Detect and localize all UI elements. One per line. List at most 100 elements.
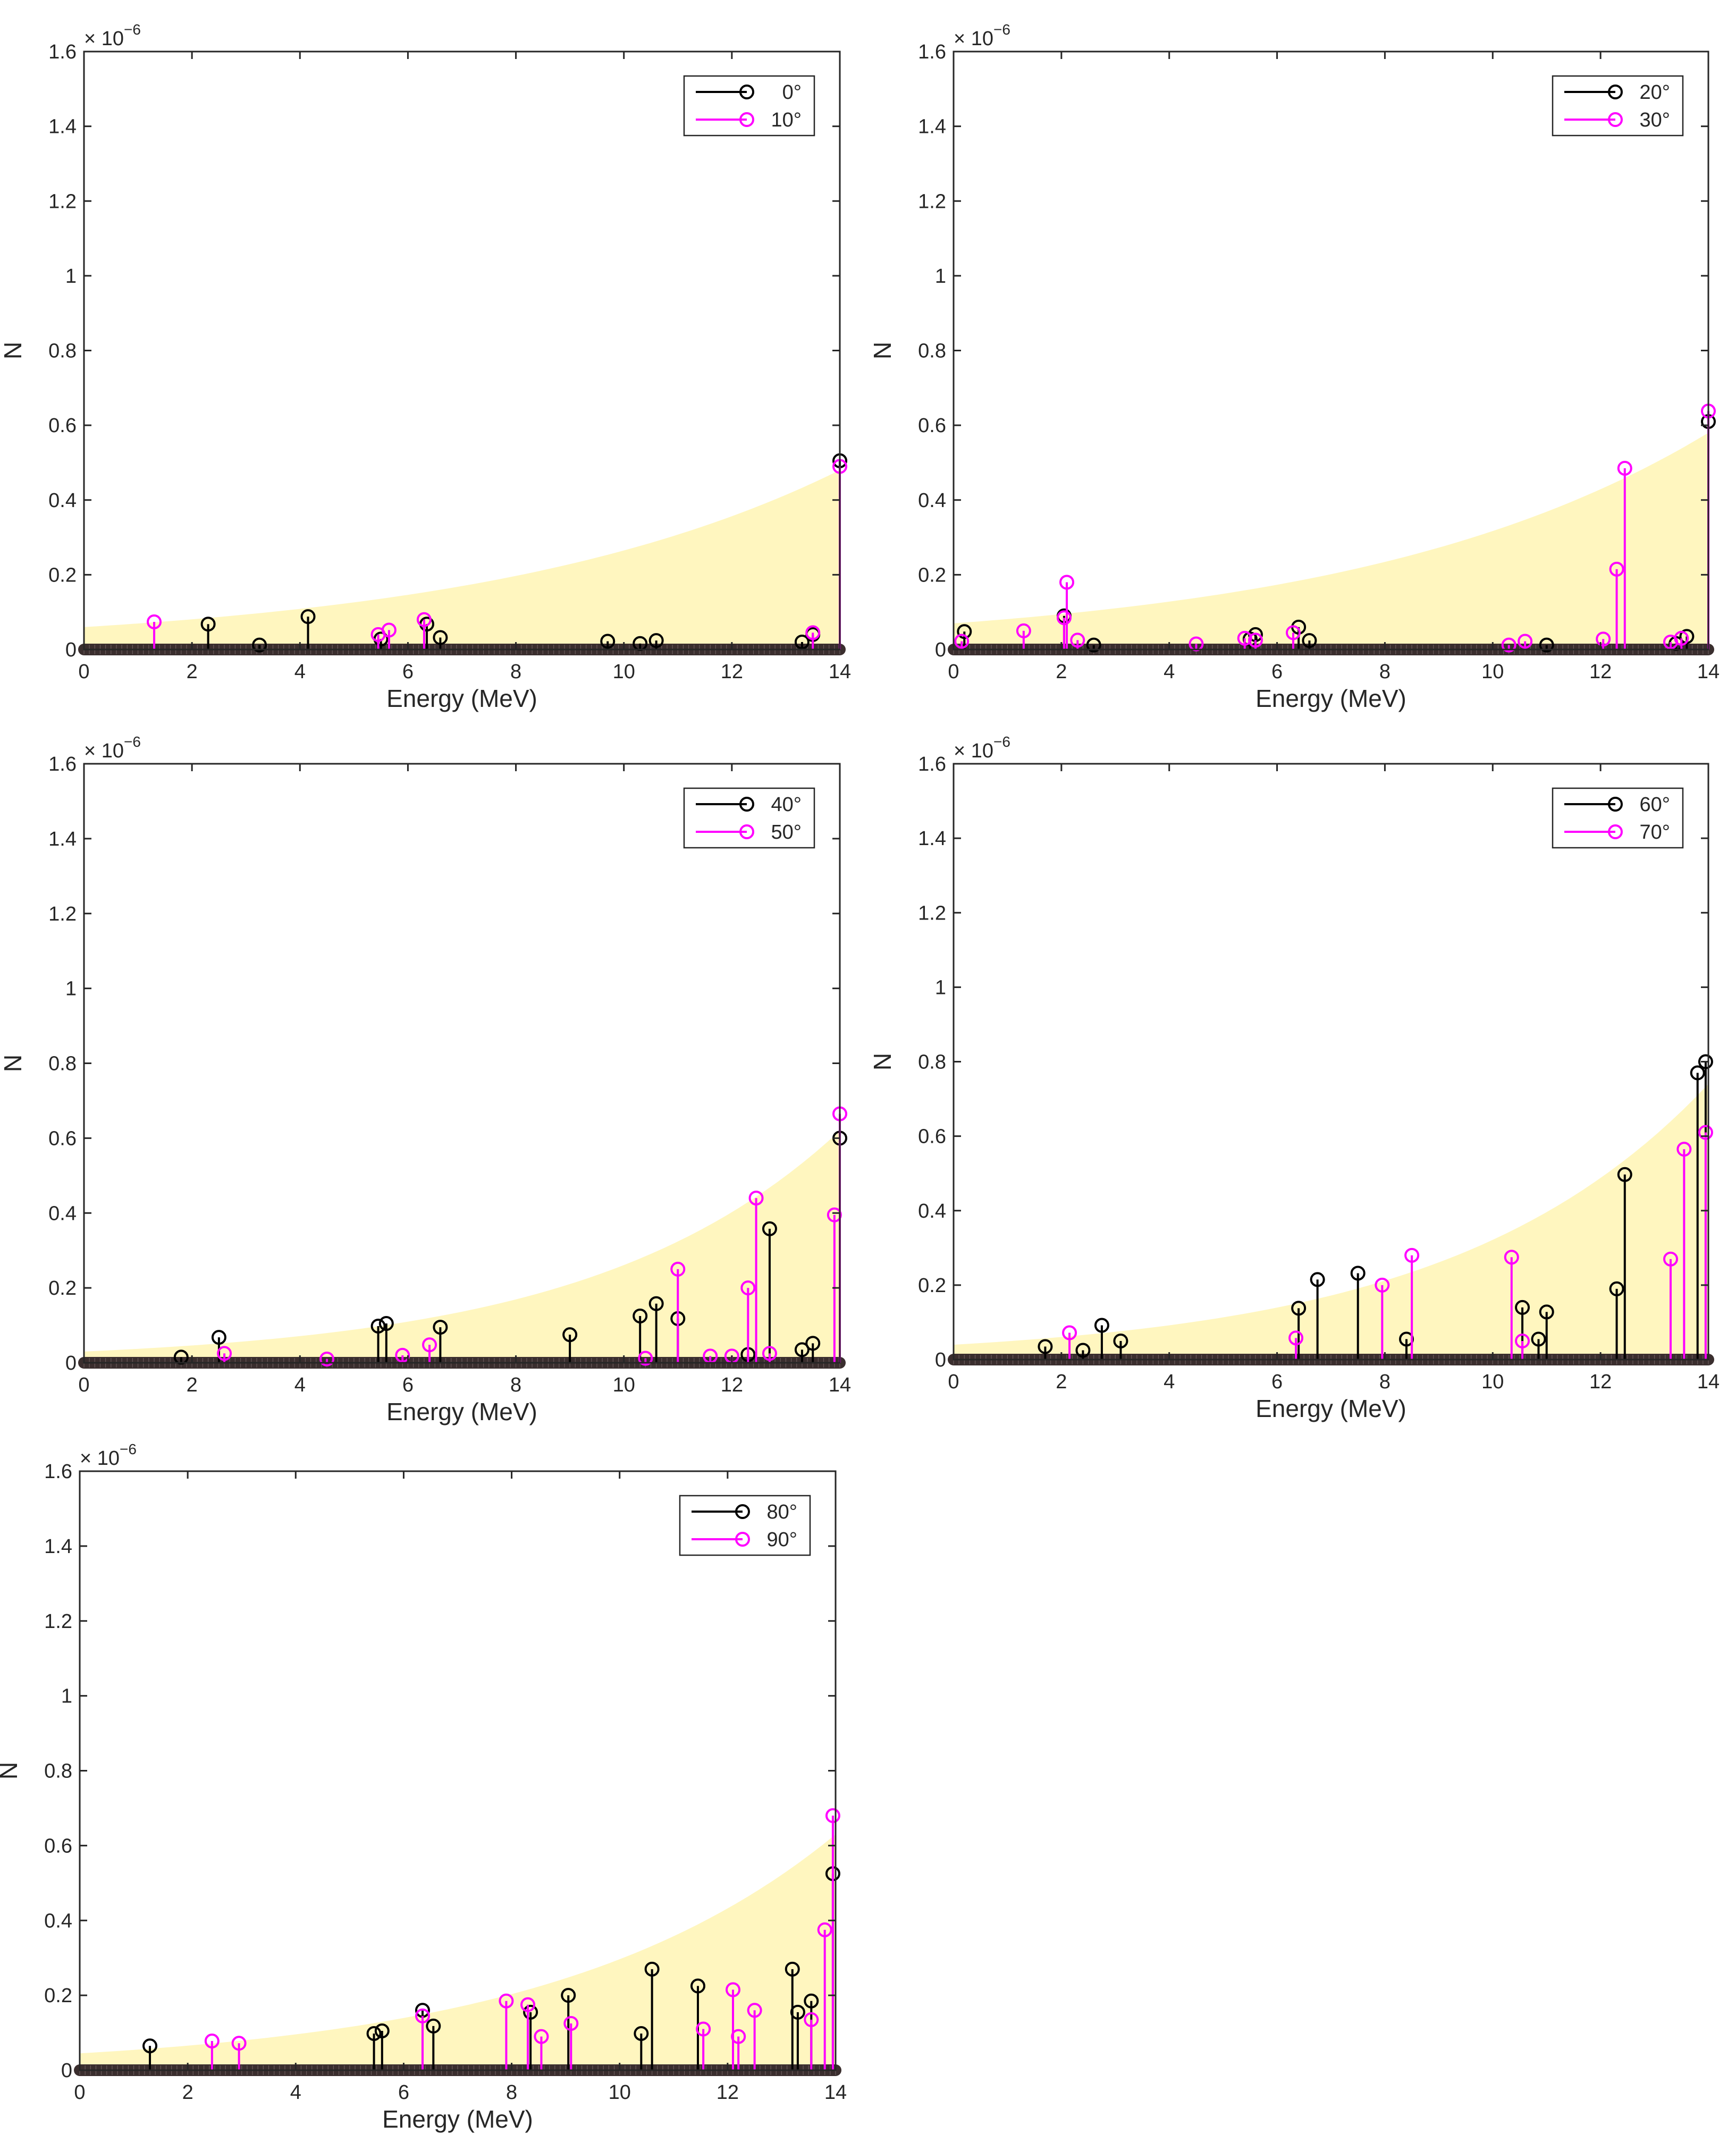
legend-label: 30°	[1640, 109, 1670, 131]
stem-marker	[638, 1351, 653, 1366]
x-tick-label: 4	[294, 661, 306, 683]
y-axis-label: N	[869, 1053, 896, 1070]
stem-marker	[374, 2023, 390, 2039]
stem-marker	[433, 1320, 448, 1335]
legend-marker	[735, 1532, 750, 1547]
stem-marker	[633, 1308, 648, 1323]
x-tick-label: 12	[1589, 1371, 1612, 1393]
y-tick-label: 0.2	[48, 1277, 77, 1300]
stem-marker	[1596, 631, 1611, 647]
y-tick-label: 0	[61, 2060, 72, 2082]
y-tick-label: 0.8	[48, 340, 77, 362]
y-tick-label: 1.4	[48, 828, 77, 850]
legend-marker	[739, 112, 754, 127]
envelope-band	[954, 1084, 1708, 1360]
stem-marker	[563, 2015, 579, 2031]
legend: 80°90°	[679, 1495, 811, 1556]
x-tick-label: 4	[1164, 661, 1175, 683]
stem-marker	[1515, 1333, 1530, 1348]
stem-marker	[1674, 630, 1689, 646]
stem-marker	[1501, 637, 1516, 653]
stem-marker	[381, 622, 397, 638]
stem-marker	[1539, 1304, 1554, 1320]
stem-marker	[1113, 1333, 1128, 1348]
stem-marker	[1698, 1054, 1713, 1069]
x-tick-label: 14	[829, 661, 851, 683]
legend-marker	[739, 824, 754, 839]
stem-marker	[534, 2029, 549, 2044]
x-tick-label: 6	[402, 661, 414, 683]
stem-marker	[1237, 630, 1252, 646]
chart-panel-2: 0 2 4 6 8 10 12 14 0 0.2 0.4 0.6 0.8 1 1.2 1.4 1.6 × 10−6…	[869, 21, 1720, 712]
stem-marker	[1617, 1167, 1632, 1182]
stem-marker	[644, 1961, 660, 1977]
x-tick-label: 14	[1697, 1371, 1720, 1393]
y-tick-label: 1.6	[918, 41, 946, 63]
stem-marker	[1310, 1272, 1325, 1287]
envelope-band	[80, 1834, 836, 2070]
stem-marker	[1609, 561, 1624, 577]
stem-marker	[785, 1961, 800, 1977]
legend-label: 40°	[771, 794, 802, 816]
envelope-band	[84, 470, 840, 649]
legend-marker	[1608, 797, 1623, 812]
stem-marker	[690, 1978, 705, 1994]
y-exponent-label: × 10−6	[80, 1441, 137, 1470]
y-tick-label: 0.6	[48, 1127, 77, 1150]
stem-marker	[416, 612, 432, 627]
x-tick-label: 4	[290, 2081, 301, 2104]
x-axis-label: Energy (MeV)	[1255, 1395, 1406, 1422]
y-axis-label: N	[0, 342, 27, 359]
y-exponent-label: × 10−6	[84, 21, 141, 50]
legend-label: 0°	[782, 81, 802, 104]
y-tick-label: 0	[65, 639, 77, 661]
legend-label: 10°	[771, 109, 802, 131]
y-tick-label: 0.2	[918, 564, 946, 586]
stem-marker	[1663, 1251, 1678, 1267]
y-tick-label: 1.2	[48, 190, 77, 213]
stem-marker	[561, 1988, 576, 2003]
stem-marker	[499, 1993, 514, 2009]
y-tick-label: 1.2	[44, 1610, 72, 1633]
stem-marker	[740, 1280, 756, 1296]
legend-marker	[1608, 85, 1623, 99]
x-tick-label: 6	[398, 2081, 409, 2104]
y-tick-label: 0.4	[918, 1200, 946, 1222]
stem-marker	[1518, 634, 1533, 649]
stem-marker	[1086, 637, 1101, 653]
x-axis-label: Energy (MeV)	[386, 1398, 537, 1425]
legend-label: 80°	[767, 1501, 797, 1523]
y-tick-label: 1.6	[48, 753, 77, 775]
stem-marker	[395, 1347, 410, 1363]
stem-marker	[954, 634, 970, 649]
legend-label: 50°	[771, 821, 802, 843]
y-tick-label: 0.4	[48, 1202, 77, 1225]
stem-marker	[1062, 1325, 1077, 1340]
x-tick-label: 10	[1481, 661, 1504, 683]
legend-marker	[735, 1504, 750, 1519]
y-tick-label: 1.4	[44, 1536, 72, 1558]
y-tick-label: 1.4	[918, 116, 946, 138]
x-tick-label: 12	[721, 661, 743, 683]
legend: 0°10°	[683, 75, 815, 137]
x-tick-label: 4	[1164, 1371, 1175, 1393]
stem-marker	[1515, 1300, 1530, 1315]
stem-marker	[200, 617, 216, 632]
x-tick-label: 0	[74, 2081, 85, 2104]
stem-marker	[1375, 1277, 1390, 1293]
stem-marker	[1291, 1301, 1307, 1316]
stem-marker	[1070, 632, 1085, 648]
y-tick-label: 0.4	[44, 1910, 72, 1932]
stem-marker	[648, 1296, 664, 1311]
legend-label: 20°	[1640, 81, 1670, 104]
x-tick-label: 2	[1056, 1371, 1067, 1393]
x-tick-label: 12	[721, 1374, 743, 1396]
stem-marker	[748, 1191, 764, 1206]
x-tick-label: 14	[1697, 661, 1720, 683]
y-tick-label: 1.6	[918, 753, 946, 775]
y-tick-label: 0.8	[918, 340, 946, 362]
y-tick-label: 1	[935, 976, 946, 999]
y-tick-label: 1.6	[44, 1461, 72, 1483]
x-tick-label: 4	[294, 1374, 306, 1396]
stem-marker	[805, 625, 821, 640]
